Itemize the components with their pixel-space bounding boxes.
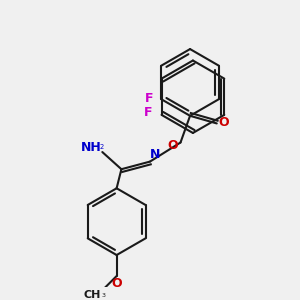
Text: F: F [145,92,153,105]
Text: N: N [150,148,160,161]
Text: F: F [144,106,152,119]
Text: O: O [111,277,122,290]
Text: O: O [218,116,229,129]
Text: NH: NH [80,141,101,154]
Text: CH: CH [83,290,100,300]
Text: $_3$: $_3$ [101,291,107,300]
Text: O: O [168,139,178,152]
Text: $_2$: $_2$ [100,142,105,152]
